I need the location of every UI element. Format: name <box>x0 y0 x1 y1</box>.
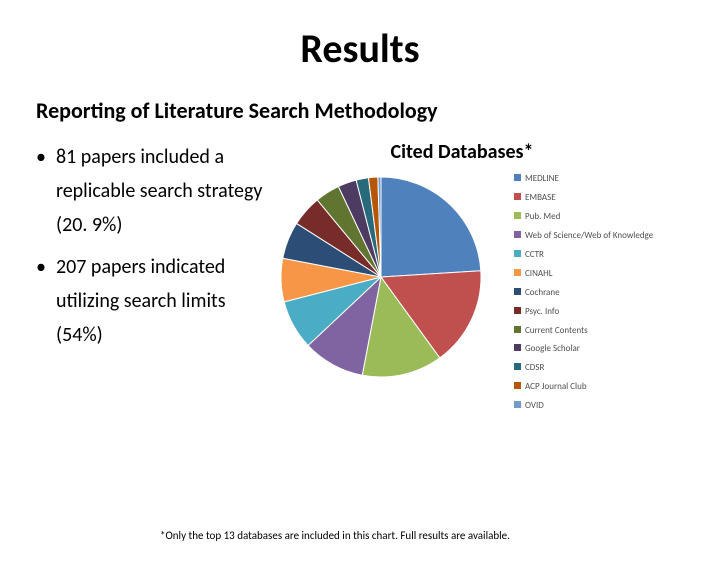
legend-item: CCTR <box>514 248 653 262</box>
legend-swatch <box>514 212 521 219</box>
legend-swatch <box>514 307 521 314</box>
legend-label: Pub. Med <box>525 210 560 224</box>
legend-item: Google Scholar <box>514 342 653 356</box>
legend-swatch <box>514 269 521 276</box>
legend-label: MEDLINE <box>525 172 559 186</box>
legend-label: Cochrane <box>525 286 560 300</box>
subtitle: Reporting of Literature Search Methodolo… <box>36 97 720 124</box>
legend-label: Current Contents <box>525 324 588 338</box>
legend-swatch <box>514 401 521 408</box>
legend-label: ACP Journal Club <box>525 380 587 394</box>
legend-swatch <box>514 344 521 351</box>
page-title: Results <box>0 24 720 73</box>
legend-label: OVID <box>525 399 544 413</box>
legend-label: Google Scholar <box>525 342 580 356</box>
legend-swatch <box>514 231 521 238</box>
legend-item: Cochrane <box>514 286 653 300</box>
legend-swatch <box>514 250 521 257</box>
chart-title: Cited Databases* <box>216 140 708 164</box>
legend-label: CDSR <box>525 361 544 375</box>
bullet-list: 81 papers included a replicable search s… <box>36 140 276 418</box>
legend-item: ACP Journal Club <box>514 380 653 394</box>
legend-item: CDSR <box>514 361 653 375</box>
legend-item: MEDLINE <box>514 172 653 186</box>
legend-label: Psyc. Info <box>525 305 559 319</box>
legend-label: EMBASE <box>525 191 556 205</box>
legend-item: Pub. Med <box>514 210 653 224</box>
content-row: 81 papers included a replicable search s… <box>0 140 720 418</box>
pie-chart <box>276 172 486 382</box>
legend-swatch <box>514 193 521 200</box>
legend: MEDLINE EMBASE Pub. Med Web of Science/Web … <box>514 172 653 418</box>
legend-label: Web of Science/Web of Knowledge <box>525 229 653 243</box>
legend-item: OVID <box>514 399 653 413</box>
footnote: *Only the top 13 databases are included … <box>160 529 510 542</box>
legend-swatch <box>514 326 521 333</box>
legend-item: Psyc. Info <box>514 305 653 319</box>
legend-swatch <box>514 382 521 389</box>
legend-label: CCTR <box>525 248 544 262</box>
legend-swatch <box>514 363 521 370</box>
legend-item: Current Contents <box>514 324 653 338</box>
legend-swatch <box>514 174 521 181</box>
legend-item: CINAHL <box>514 267 653 281</box>
pie-wrap: MEDLINE EMBASE Pub. Med Web of Science/Web … <box>276 172 708 418</box>
legend-swatch <box>514 288 521 295</box>
legend-item: EMBASE <box>514 191 653 205</box>
legend-label: CINAHL <box>525 267 552 281</box>
pie-slice <box>381 177 481 277</box>
bullet-item: 207 papers indicated utilizing search li… <box>36 250 276 352</box>
legend-item: Web of Science/Web of Knowledge <box>514 229 653 243</box>
chart-area: Cited Databases* MEDLINEEMBASEPub. MedWe… <box>276 140 708 418</box>
